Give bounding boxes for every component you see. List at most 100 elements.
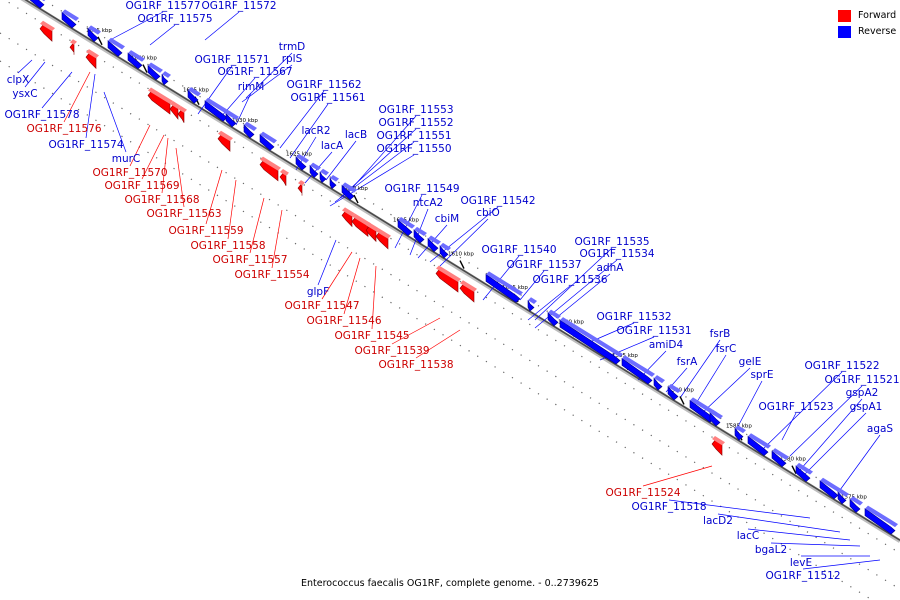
gene-label-gspa2: gspA2 <box>846 387 879 399</box>
reverse-gene-top <box>244 121 257 131</box>
kbp-tick <box>459 260 465 269</box>
leader-line <box>249 197 265 254</box>
reverse-swatch <box>838 25 851 38</box>
reverse-gene-top <box>865 505 898 528</box>
reverse-gene-top <box>820 477 841 492</box>
reverse-gene <box>243 124 255 139</box>
reverse-gene-top <box>414 226 427 237</box>
gene-label-og1rf_11552: OG1RF_11552 <box>378 117 453 129</box>
gene-label-trmd: trmD <box>279 41 306 53</box>
forward-gene-top <box>260 156 281 171</box>
gene-label-og1rf_11537: OG1RF_11537 <box>506 259 581 271</box>
reverse-gene-top <box>690 397 717 416</box>
leader-line <box>103 91 127 153</box>
leader-line <box>439 218 489 267</box>
reverse-gene-top <box>330 174 339 182</box>
reverse-gene-top <box>188 87 201 97</box>
gene-label-og1rf_11518: OG1RF_11518 <box>631 501 706 513</box>
gene-label-og1rf_11532: OG1RF_11532 <box>596 311 671 323</box>
gene-label-laca: lacA <box>321 140 344 152</box>
reverse-gene <box>709 412 721 427</box>
forward-gene-top <box>178 106 187 113</box>
leader-line <box>204 11 240 41</box>
reverse-gene-top <box>428 235 441 245</box>
reverse-gene-top <box>62 9 79 21</box>
gene-label-og1rf_11549: OG1RF_11549 <box>384 183 459 195</box>
leader-line <box>321 251 353 300</box>
gene-label-gele: gelE <box>739 356 762 368</box>
gene-label-og1rf_11578: OG1RF_11578 <box>4 109 79 121</box>
leader-line <box>24 61 46 88</box>
gene-label-og1rf_11569: OG1RF_11569 <box>104 180 179 192</box>
reverse-gene-top <box>560 317 623 358</box>
reverse-gene <box>559 319 621 365</box>
gene-label-og1rf_11558: OG1RF_11558 <box>190 240 265 252</box>
gene-label-murc: murC <box>112 153 141 165</box>
reverse-gene <box>187 89 199 104</box>
gene-label-og1rf_11523: OG1RF_11523 <box>758 401 833 413</box>
reverse-gene-top <box>668 383 681 394</box>
legend: Forward Reverse <box>838 8 896 40</box>
backbone-line <box>24 0 900 541</box>
reverse-gene <box>61 11 77 29</box>
leader-line <box>802 559 881 570</box>
gene-label-og1rf_11551: OG1RF_11551 <box>376 130 451 142</box>
genes <box>29 0 898 535</box>
leader-line <box>555 273 611 319</box>
leader-line <box>227 179 237 240</box>
reverse-gene <box>864 507 896 535</box>
leader-line <box>129 124 151 167</box>
forward-gene-top <box>70 39 77 45</box>
gene-label-lacr2: lacR2 <box>301 125 330 137</box>
reverse-gene <box>413 229 425 244</box>
gene-label-og1rf_11534: OG1RF_11534 <box>579 248 654 260</box>
kbp-label: 1590 kbp <box>668 387 694 393</box>
gene-label-og1rf_11577: OG1RF_11577 <box>125 0 200 12</box>
gene-label-fsra: fsrA <box>677 356 698 368</box>
kbp-tick <box>142 64 148 73</box>
gene-label-og1rf_11546: OG1RF_11546 <box>306 315 381 327</box>
gene-label-og1rf_11531: OG1RF_11531 <box>616 325 691 337</box>
leader-line <box>417 224 448 259</box>
gene-label-og1rf_11512: OG1RF_11512 <box>765 570 840 582</box>
leader-line <box>235 92 252 126</box>
gene-label-og1rf_11559: OG1RF_11559 <box>168 225 243 237</box>
gene-label-lacc: lacC <box>737 530 759 542</box>
forward-swatch <box>838 9 851 22</box>
leader-line <box>343 257 361 315</box>
reverse-gene <box>87 27 99 42</box>
reverse-gene <box>621 357 653 385</box>
reverse-gene-top <box>850 496 863 506</box>
reverse-gene <box>485 273 521 303</box>
reverse-gene <box>107 40 123 57</box>
reverse-gene-top <box>128 50 145 62</box>
forward-gene-top <box>376 228 391 239</box>
forward-gene-top <box>436 265 461 283</box>
genome-backbone <box>20 0 900 543</box>
reverse-gene <box>127 52 143 70</box>
reverse-gene-top <box>296 153 309 164</box>
leader-line <box>391 317 441 345</box>
gene-label-og1rf_11563: OG1RF_11563 <box>146 208 221 220</box>
reverse-gene <box>734 427 744 441</box>
gene-label-leve: levE <box>790 557 812 569</box>
reverse-gene-top <box>748 433 771 449</box>
leader-line <box>415 329 461 359</box>
leader-line <box>482 255 520 301</box>
gene-label-og1rf_11545: OG1RF_11545 <box>334 330 409 342</box>
leader-line <box>271 209 283 269</box>
gene-label-og1rf_11576: OG1RF_11576 <box>26 123 101 135</box>
forward-gene-top <box>712 436 725 446</box>
kbp-tick <box>791 465 797 475</box>
leader-line <box>63 71 91 123</box>
forward-gene-top <box>148 87 173 105</box>
reverse-gene-top <box>486 271 523 296</box>
genome-caption: Enterococcus faecalis OG1RF, complete ge… <box>301 578 599 589</box>
leader-line <box>197 65 233 115</box>
gene-label-fsrc: fsrC <box>716 343 737 355</box>
legend-label-reverse: Reverse <box>858 26 897 37</box>
reverse-gene <box>341 184 355 201</box>
gene-label-bgal2: bgaL2 <box>755 544 787 556</box>
